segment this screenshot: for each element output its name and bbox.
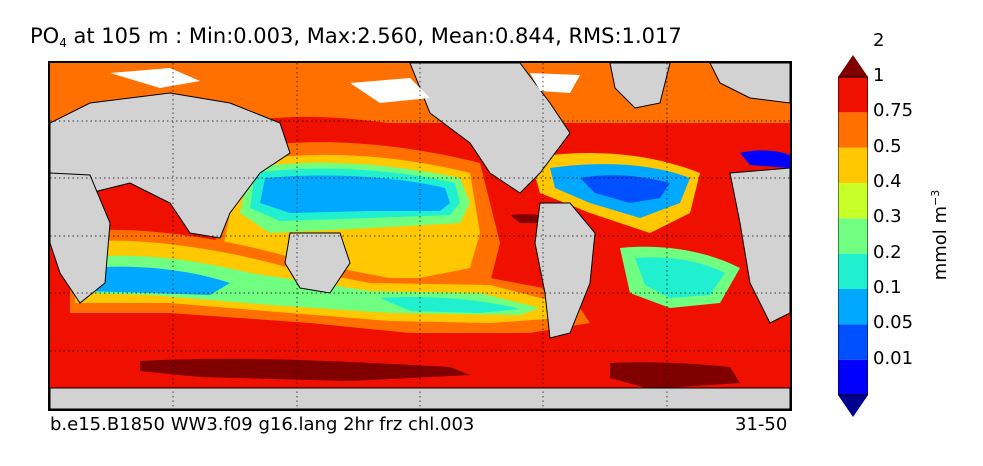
colorbar-tick-label: 0.1 xyxy=(873,277,902,298)
colorbar-segment xyxy=(838,77,868,113)
colorbar-tick-label: 2 xyxy=(873,29,885,51)
colorbar-segment xyxy=(838,218,868,254)
colorbar-tick-label: 1 xyxy=(873,65,885,86)
land-europe xyxy=(709,63,790,104)
title-stats: at 105 m : Min:0.003, Max:2.560, Mean:0.… xyxy=(66,24,682,48)
land-north-america xyxy=(409,63,571,194)
colorbar-tick-label: 0.75 xyxy=(873,100,914,122)
colorbar-label-unit: mmol m xyxy=(930,205,951,281)
antarctic-band-west xyxy=(140,358,470,381)
sea-ice-canada xyxy=(530,73,580,93)
title-variable: PO xyxy=(30,24,60,48)
south-pacific-cyan xyxy=(380,297,520,313)
map-svg xyxy=(50,63,790,409)
colorbar-segment xyxy=(838,324,868,360)
colorbar-segment xyxy=(838,289,868,325)
plot-title: PO4 at 105 m : Min:0.003, Max:2.560, Mea… xyxy=(30,24,682,50)
land-greenland xyxy=(609,63,671,109)
colorbar-tick-label: 0.4 xyxy=(873,171,902,192)
graticule xyxy=(50,63,790,409)
sea-ice-alaska xyxy=(350,78,430,103)
land-south-america xyxy=(534,202,596,339)
colorbar-tick-label: 0.5 xyxy=(873,135,902,157)
south-atlantic-cyan xyxy=(635,257,725,298)
colorbar-segment xyxy=(838,359,868,395)
title-variable-subscript: 4 xyxy=(59,36,67,50)
colorbar-label-exponent: −3 xyxy=(929,189,942,206)
colorbar xyxy=(838,55,868,417)
colorbar-segment xyxy=(838,112,868,148)
case-name: b.e15.B1850 WW3.f09 g16.lang 2hr frz chl… xyxy=(50,414,475,435)
antarctic-band-east xyxy=(610,362,740,389)
colorbar-outline xyxy=(838,76,868,396)
mediterranean xyxy=(740,150,790,168)
land-africa-west xyxy=(729,167,790,324)
map-panel xyxy=(48,61,792,411)
colorbar-tick-label: 0.3 xyxy=(873,206,902,228)
year-range: 31-50 xyxy=(735,414,788,435)
colorbar-tick-label: 0.01 xyxy=(873,347,914,369)
north-atlantic-deep xyxy=(580,175,670,203)
indian-gyre-blue xyxy=(85,266,230,295)
colorbar-tick-label: 0.05 xyxy=(873,312,914,334)
colorbar-extend-top xyxy=(838,55,868,77)
land-africa-east xyxy=(50,172,111,304)
colorbar-segments xyxy=(838,77,868,395)
colorbar-label: mmol m−3 xyxy=(929,190,951,281)
colorbar-segment xyxy=(838,253,868,289)
pacific-blue-core xyxy=(260,175,450,213)
colorbar-tick-label: 0.2 xyxy=(873,241,902,263)
colorbar-extend-bottom xyxy=(838,395,868,417)
colorbar-segment xyxy=(838,147,868,183)
colorbar-segment xyxy=(838,183,868,219)
sea-ice-siberia xyxy=(110,68,200,88)
